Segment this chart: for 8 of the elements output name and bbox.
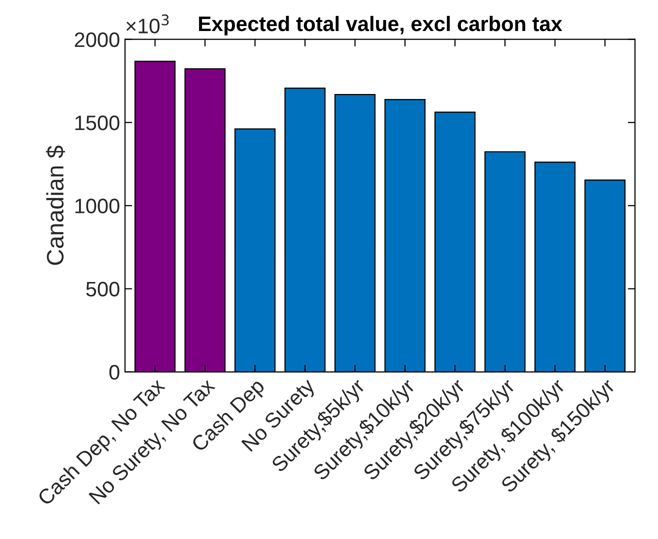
text: ×10$^{3}$ [126,14,169,34]
chart-title: Expected total value, excl carbon tax [199,16,562,36]
y-axis-title: Canadian $ [46,146,65,265]
y-tick-label: 2000 [74,32,120,48]
y-tick-label: 1500 [75,115,120,130]
y-tick-label: 500 [86,282,120,297]
y-tick-label: 1000 [75,198,120,214]
y-tick-label: 0 [109,364,120,380]
